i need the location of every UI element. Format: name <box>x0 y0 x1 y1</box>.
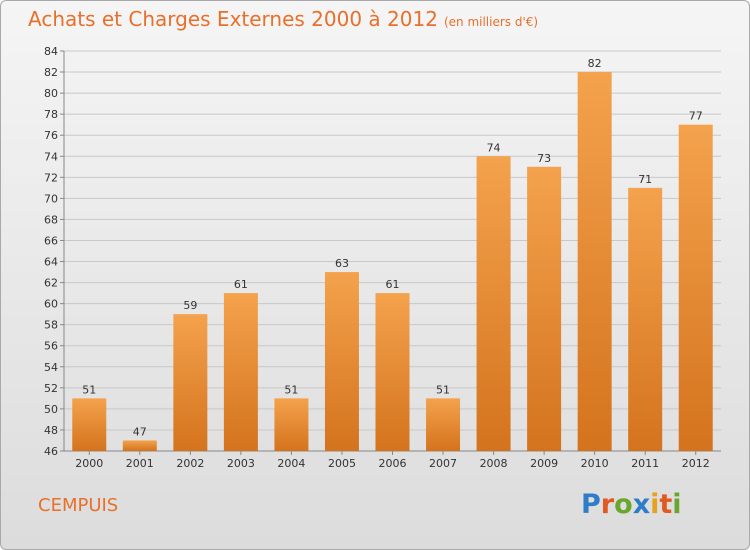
bar <box>173 314 208 451</box>
y-tick-label: 50 <box>44 403 58 416</box>
y-tick-label: 74 <box>44 150 58 163</box>
y-tick-label: 62 <box>44 277 58 290</box>
x-tick-label: 2010 <box>581 457 609 470</box>
x-tick-label: 2008 <box>480 457 508 470</box>
y-tick-label: 76 <box>44 129 58 142</box>
y-tick-label: 64 <box>44 256 58 269</box>
data-label: 77 <box>689 110 703 123</box>
data-label: 82 <box>588 57 602 70</box>
bars <box>72 72 713 452</box>
x-tick-label: 2004 <box>277 457 305 470</box>
logo-letter: r <box>600 489 615 520</box>
logo-letter: o <box>614 489 633 520</box>
bar <box>678 124 713 452</box>
logo-letter: i <box>672 489 682 520</box>
y-tick-label: 54 <box>44 361 58 374</box>
data-label: 61 <box>234 278 248 291</box>
proxiti-logo: Proxiti <box>581 489 682 520</box>
city-name: CEMPUIS <box>38 495 119 516</box>
bar <box>122 440 157 451</box>
y-tick-label: 78 <box>44 108 58 121</box>
data-label: 71 <box>638 173 652 186</box>
x-tick-label: 2000 <box>75 457 103 470</box>
title-text: Achats et Charges Externes 2000 à 2012 <box>28 7 438 31</box>
y-tick-label: 52 <box>44 382 58 395</box>
bar <box>375 293 410 451</box>
data-label: 74 <box>487 141 501 154</box>
bar <box>577 72 612 451</box>
bar <box>274 398 309 451</box>
data-label: 59 <box>183 299 197 312</box>
bar <box>476 156 511 451</box>
y-tick-label: 48 <box>44 424 58 437</box>
bar <box>628 187 663 451</box>
y-tick-label: 66 <box>44 234 58 247</box>
x-tick-label: 2005 <box>328 457 356 470</box>
data-label: 61 <box>386 278 400 291</box>
y-tick-label: 70 <box>44 192 58 205</box>
data-label: 51 <box>82 383 96 396</box>
logo-letter: x <box>632 489 651 520</box>
y-tick-label: 46 <box>44 445 58 458</box>
bar <box>426 398 461 451</box>
chart-title: Achats et Charges Externes 2000 à 2012 (e… <box>28 7 538 31</box>
y-tick-label: 60 <box>44 298 58 311</box>
y-tick-label: 56 <box>44 340 58 353</box>
data-label: 51 <box>284 383 298 396</box>
y-tick-label: 58 <box>44 319 58 332</box>
y-tick-label: 80 <box>44 87 58 100</box>
data-label: 51 <box>436 383 450 396</box>
bar <box>72 398 107 451</box>
y-tick-label: 68 <box>44 213 58 226</box>
data-label: 73 <box>537 152 551 165</box>
bar <box>527 166 562 451</box>
x-tick-label: 2007 <box>429 457 457 470</box>
logo-letter: t <box>659 489 673 520</box>
x-tick-label: 2012 <box>682 457 710 470</box>
x-tick-label: 2009 <box>530 457 558 470</box>
title-unit: (en milliers d'€) <box>443 15 539 29</box>
labels: 51 2000 47 2001 59 2002 61 2003 51 2004 63 2005 61 20… <box>75 57 709 470</box>
logo-letter: i <box>650 489 660 520</box>
bar <box>223 293 258 451</box>
y-tick-label: 72 <box>44 171 58 184</box>
logo-letter: P <box>581 489 601 520</box>
x-tick-label: 2003 <box>227 457 255 470</box>
x-tick-label: 2011 <box>631 457 659 470</box>
data-label: 63 <box>335 257 349 270</box>
data-label: 47 <box>133 425 147 438</box>
x-tick-label: 2006 <box>379 457 407 470</box>
bar <box>324 272 359 451</box>
y-tick-label: 82 <box>44 66 58 79</box>
y-tick-label: 84 <box>44 45 58 58</box>
x-tick-label: 2001 <box>126 457 154 470</box>
x-tick-label: 2002 <box>176 457 204 470</box>
